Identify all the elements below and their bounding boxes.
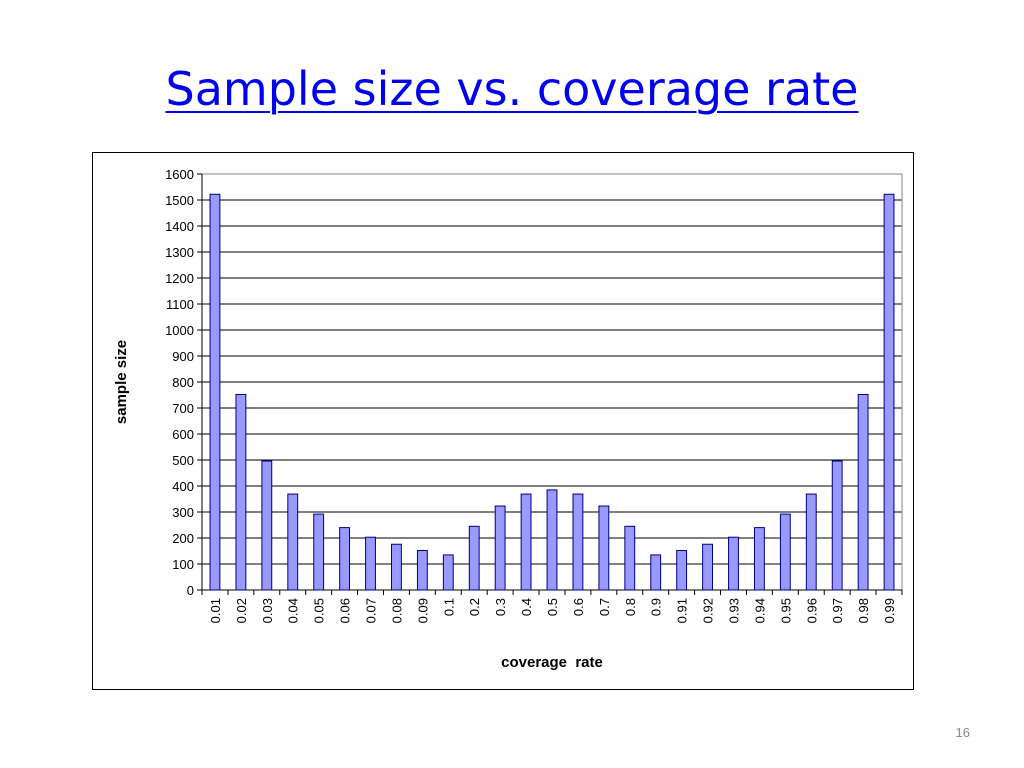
x-tick-label: 0.06 <box>338 598 353 623</box>
y-tick-label: 300 <box>172 505 194 520</box>
y-tick-label: 500 <box>172 453 194 468</box>
y-tick-label: 800 <box>172 375 194 390</box>
x-tick-label: 0.3 <box>493 598 508 616</box>
bar <box>883 193 895 591</box>
y-tick-label: 1400 <box>165 219 194 234</box>
x-tick-label: 0.02 <box>234 598 249 623</box>
x-tick-label: 0.93 <box>726 598 741 623</box>
bar <box>391 543 402 591</box>
x-tick-label: 0.6 <box>571 598 586 616</box>
bar <box>728 536 739 591</box>
y-tick-label: 700 <box>172 401 194 416</box>
bar <box>468 525 480 591</box>
x-tick-label: 0.8 <box>623 598 638 616</box>
bar <box>546 489 558 591</box>
y-tick-label: 1600 <box>165 167 194 182</box>
x-tick-label: 0.96 <box>804 598 819 623</box>
x-tick-label: 0.01 <box>208 598 223 623</box>
y-tick-label: 0 <box>187 583 194 598</box>
x-tick-label: 0.2 <box>467 598 482 616</box>
slide-number: 16 <box>955 725 970 740</box>
slide-title: Sample size vs. coverage rate <box>165 62 859 116</box>
bar <box>287 493 299 591</box>
x-tick-label: 0.04 <box>286 598 301 623</box>
bar <box>365 536 376 591</box>
x-tick-label: 0.7 <box>597 598 612 616</box>
bar <box>805 493 817 591</box>
x-axis-title: coverage rate <box>501 654 603 671</box>
bar <box>624 525 636 591</box>
y-axis-title: sample size <box>113 340 130 424</box>
bar <box>313 513 325 591</box>
y-tick-label: 900 <box>172 349 194 364</box>
y-tick-label: 600 <box>172 427 194 442</box>
bar <box>442 554 454 591</box>
x-tick-label: 0.4 <box>519 598 534 616</box>
bar <box>598 505 610 591</box>
bar-chart: 0 100 200 300 400 500 600 700 800 900 1000 1100 1200… <box>113 167 903 671</box>
x-tick-label: 0.95 <box>778 598 793 623</box>
y-tick-label: 100 <box>172 557 194 572</box>
bar <box>520 493 532 591</box>
bar <box>339 527 351 591</box>
bar <box>831 460 843 591</box>
bar <box>416 549 428 591</box>
x-tick-label: 0.92 <box>701 598 716 623</box>
x-tick-label: 0.09 <box>415 598 430 623</box>
bar <box>779 513 791 591</box>
bar <box>650 554 662 591</box>
bar <box>209 193 221 591</box>
bar <box>572 493 584 591</box>
x-tick-label: 0.08 <box>389 598 404 623</box>
y-tick-label: 1200 <box>165 271 194 286</box>
bar <box>702 543 713 591</box>
x-tick-label: 0.91 <box>675 598 690 623</box>
x-tick-label: 0.07 <box>364 598 379 623</box>
bar <box>857 393 869 591</box>
bar <box>494 505 506 591</box>
x-tick-label: 0.5 <box>545 598 560 616</box>
x-tick-label: 0.99 <box>882 598 897 623</box>
bar <box>676 549 688 591</box>
bar <box>235 393 247 591</box>
y-tick-label: 1000 <box>165 323 194 338</box>
bar <box>261 460 273 591</box>
x-tick-label: 0.97 <box>830 598 845 623</box>
chart-area: 0 100 200 300 400 500 600 700 800 900 1000 1100 1200… <box>92 152 914 690</box>
y-tick-label: 1100 <box>166 297 194 312</box>
x-tick-label: 0.05 <box>312 598 327 623</box>
x-tick-label: 0.94 <box>752 598 767 623</box>
y-tick-label: 400 <box>172 479 194 494</box>
x-tick-label: 0.98 <box>856 598 871 623</box>
y-tick-label: 1500 <box>165 193 194 208</box>
x-tick-label: 0.9 <box>649 598 664 616</box>
x-tick-label: 0.03 <box>260 598 275 623</box>
y-tick-label: 1300 <box>165 245 194 260</box>
y-tick-label: 200 <box>172 531 194 546</box>
x-tick-label: 0.1 <box>441 598 456 616</box>
bar <box>753 527 765 591</box>
